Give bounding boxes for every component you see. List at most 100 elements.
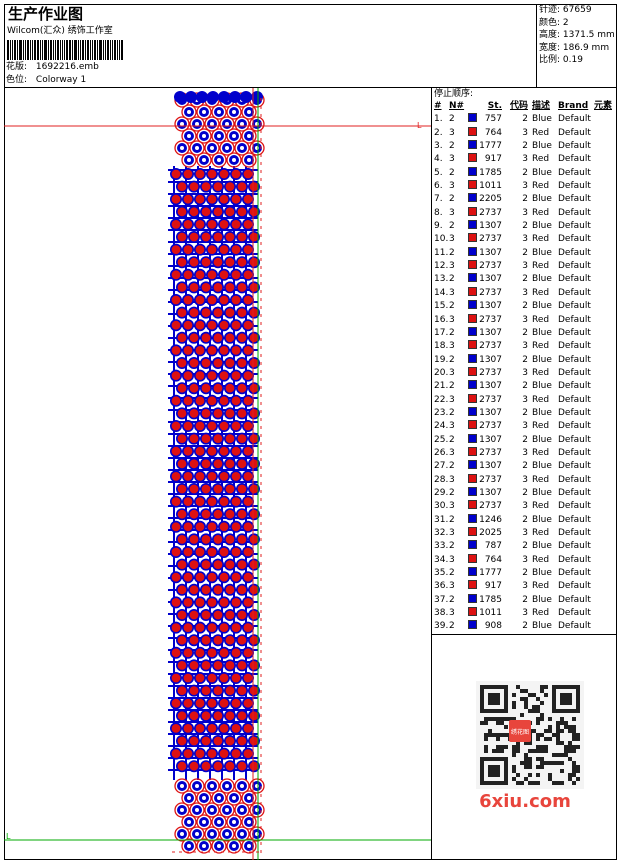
table-row: 21. 2 1307 2 Blue Default (432, 380, 617, 393)
row-needle: 3 (449, 127, 455, 138)
row-stitches: 1011 (479, 181, 502, 192)
ring-center (210, 784, 214, 788)
row-stitches: 1307 (479, 381, 502, 392)
design-file-value: 1692216.emb (35, 62, 99, 72)
outer-ring (241, 104, 257, 120)
table-row: 7. 2 2205 2 Blue Default (432, 193, 617, 206)
medallion (236, 684, 249, 697)
medallion (224, 382, 237, 395)
medallion (218, 193, 231, 206)
row-stitches: 917 (484, 581, 502, 592)
row-needle: 3 (449, 474, 455, 485)
medallion (242, 671, 255, 684)
medallion (212, 734, 225, 747)
medallion (224, 205, 237, 218)
row-brand: Default (558, 501, 591, 512)
outer-ring (189, 116, 205, 132)
medallion (212, 231, 225, 244)
row-stitches: 1307 (479, 354, 502, 365)
outer-ring (211, 814, 227, 830)
medallion (224, 281, 237, 294)
outer-ring (249, 778, 265, 794)
stat-stitches: 针迹: 67659 (539, 5, 592, 15)
row-needle: 2 (449, 194, 455, 205)
outer-ring (219, 826, 235, 842)
medallion (188, 432, 201, 445)
row-needle: 3 (449, 501, 455, 512)
row-needle: 2 (449, 541, 455, 552)
medallion (170, 193, 183, 206)
outer-ring (204, 116, 220, 132)
row-brand: Default (558, 301, 591, 312)
row-description: Red (532, 207, 550, 218)
medallion (242, 319, 255, 332)
row-code: 2 (522, 487, 528, 498)
row-needle: 2 (449, 381, 455, 392)
medallion (176, 306, 189, 319)
table-row: 16. 3 2737 3 Red Default (432, 313, 617, 327)
row-description: Blue (532, 594, 552, 605)
medallion (182, 344, 195, 357)
row-brand: Default (558, 207, 591, 218)
medallion (176, 608, 189, 621)
medallion (194, 193, 207, 206)
medallion (230, 243, 243, 256)
table-row: 34. 3 764 3 Red Default (432, 553, 617, 567)
header-info: 生产作业图 Wilcom(汇众) 绣饰工作室 花版: 1692216.emb 色… (4, 4, 537, 88)
medallion (194, 495, 207, 508)
medallion (194, 697, 207, 710)
ring-center (232, 844, 236, 848)
ring-center (210, 832, 214, 836)
medallion (236, 205, 249, 218)
ring-center (225, 146, 229, 150)
row-needle: 2 (449, 247, 455, 258)
stop-sequence-table: # N# St. 代码 描述 Brand 元素 1. 2 757 2 Blue Defau… (432, 100, 617, 634)
row-brand: Default (558, 447, 591, 458)
stop-sequence-title: 停止顺序: (434, 89, 474, 99)
medallion (236, 256, 249, 269)
medallion (218, 369, 231, 382)
medallion (182, 369, 195, 382)
ring-center (225, 122, 229, 126)
medallion (230, 520, 243, 533)
color-swatch (468, 113, 477, 123)
medallion (242, 747, 255, 760)
medallion (230, 369, 243, 382)
medallion (248, 608, 261, 621)
outer-ring (174, 116, 190, 132)
medallion (248, 533, 261, 546)
medallion (182, 319, 195, 332)
row-code: 2 (522, 327, 528, 338)
medallion (242, 268, 255, 281)
color-swatch (468, 153, 477, 163)
row-brand: Default (558, 434, 591, 445)
medallion (194, 470, 207, 483)
medallion (224, 457, 237, 470)
row-brand: Default (558, 261, 591, 272)
medallion (200, 659, 213, 672)
row-stitches: 2737 (479, 501, 502, 512)
outer-ring (249, 116, 265, 132)
row-stitches: 2737 (479, 421, 502, 432)
medallion (170, 495, 183, 508)
table-row: 4. 3 917 3 Red Default (432, 153, 617, 166)
medallion (242, 445, 255, 458)
table-row: 26. 3 2737 3 Red Default (432, 446, 617, 460)
color-swatch (468, 313, 477, 323)
row-brand: Default (558, 327, 591, 338)
medallion (212, 331, 225, 344)
stamp-seal (509, 720, 531, 742)
row-needle: 2 (449, 407, 455, 418)
outer-ring (211, 838, 227, 854)
row-stitches: 1307 (479, 247, 502, 258)
row-code: 3 (522, 341, 528, 352)
ring-center (240, 808, 244, 812)
medallion (194, 369, 207, 382)
row-description: Blue (532, 514, 552, 525)
row-description: Blue (532, 274, 552, 285)
medallion (188, 533, 201, 546)
row-brand: Default (558, 581, 591, 592)
ring-center (225, 784, 229, 788)
table-row: 22. 3 2737 3 Red Default (432, 393, 617, 407)
medallion (248, 583, 261, 596)
